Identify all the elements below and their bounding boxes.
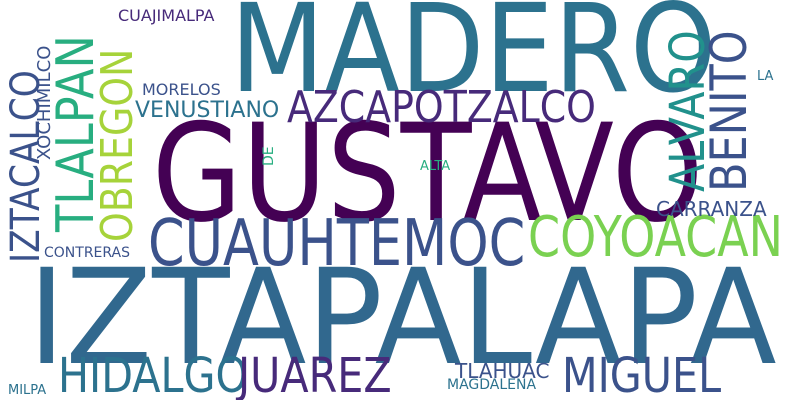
word-madero: MADERO: [230, 0, 717, 120]
word-venustiano: VENUSTIANO: [135, 98, 280, 123]
word-iztapalapa: IZTAPALAPA: [28, 241, 777, 395]
word-milpa: MILPA: [8, 383, 47, 398]
word-cuajimalpa: CUAJIMALPA: [118, 6, 215, 25]
word-tlahuac: TLAHUAC: [455, 359, 550, 383]
word-gustavo: GUSTAVO: [152, 95, 704, 252]
word-hidalgo: HIDALGO: [58, 348, 248, 400]
word-carranza: CARRANZA: [656, 197, 767, 221]
word-contreras: CONTRERAS: [44, 245, 131, 261]
word-juarez: JUAREZ: [238, 348, 392, 400]
word-azcapotzalco: AZCAPOTZALCO: [287, 82, 596, 133]
word-miguel: MIGUEL: [562, 348, 722, 400]
word-xochimilco: XOCHIMILCO: [34, 45, 55, 160]
word-morelos: MORELOS: [142, 80, 221, 99]
word-alta: ALTA: [420, 159, 451, 174]
word-de: DE: [261, 146, 277, 166]
word-obregon: OBREGON: [92, 48, 143, 243]
word-cuauhtemoc: CUAUHTEMOC: [148, 207, 526, 281]
word-benito: BENITO: [700, 30, 758, 193]
word-coyoacan: COYOACAN: [528, 205, 784, 270]
word-la: LA: [757, 69, 774, 84]
word-magdalena: MAGDALENA: [447, 377, 537, 393]
